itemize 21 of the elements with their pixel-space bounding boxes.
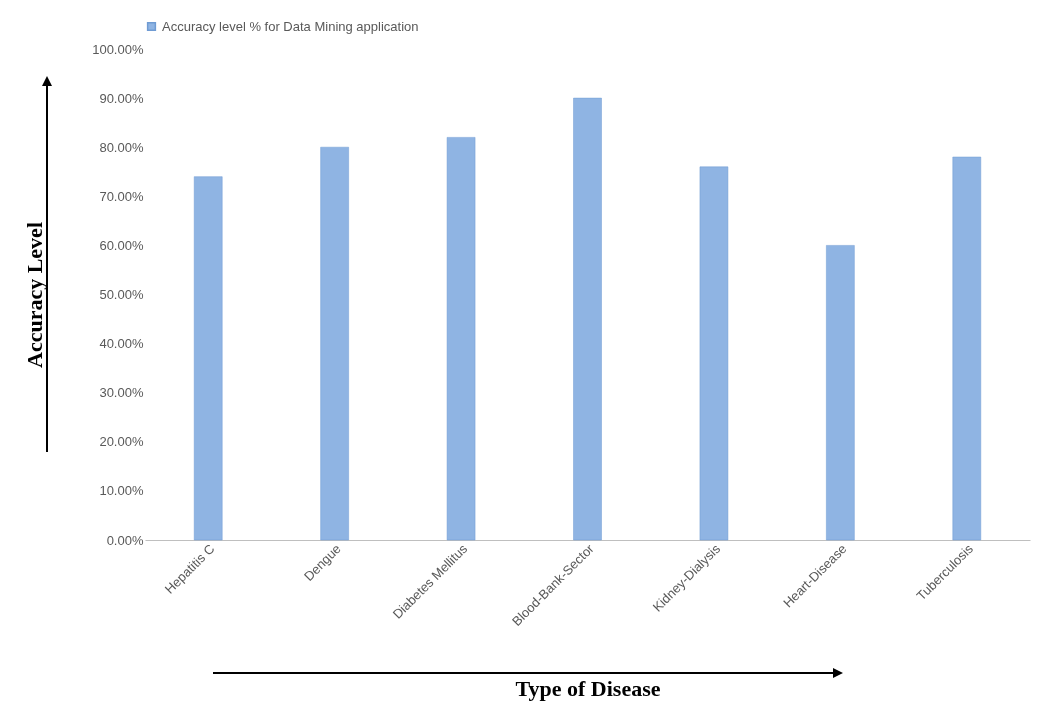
y-tick-label: 30.00% — [99, 385, 144, 401]
y-tick-label: 90.00% — [99, 90, 144, 106]
y-tick-label: 80.00% — [99, 139, 144, 155]
y-tick-label: 20.00% — [99, 434, 144, 450]
x-axis-title: Type of Disease — [515, 675, 661, 701]
y-tick-label: 40.00% — [99, 336, 144, 352]
bar — [826, 245, 855, 541]
bar — [320, 146, 349, 541]
y-tick-label: 60.00% — [99, 237, 144, 253]
y-tick-label: 0.00% — [106, 532, 144, 548]
bar — [193, 176, 223, 541]
bar — [699, 166, 729, 541]
y-axis-title: Accuracy Level — [22, 222, 48, 368]
bar — [446, 137, 476, 541]
bar — [952, 156, 982, 541]
y-tick-label: 50.00% — [99, 287, 144, 302]
legend-label: Accuracy level % for Data Mining application — [162, 18, 419, 34]
y-tick-label: 100.00% — [92, 41, 144, 57]
y-tick-label: 70.00% — [99, 188, 144, 204]
y-tick-label: 10.00% — [99, 483, 144, 499]
bar — [573, 97, 602, 541]
